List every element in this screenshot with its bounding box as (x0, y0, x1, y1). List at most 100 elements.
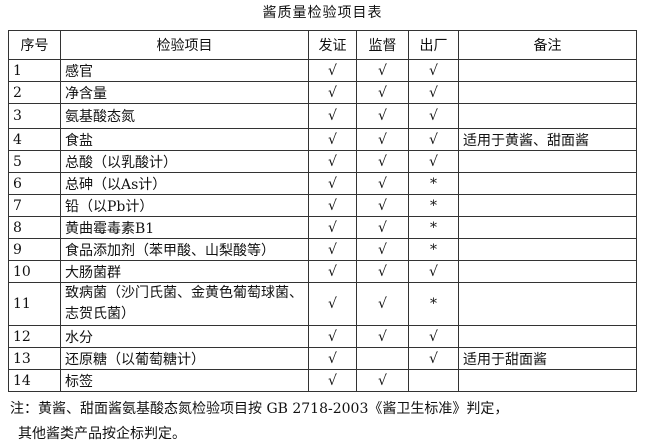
row-number: 13 (8, 347, 61, 370)
row-number: 12 (8, 325, 61, 348)
row-supervision: √ (356, 128, 409, 151)
footnote-line-1: 注：黄酱、甜面酱氨基酸态氮检验项目按 GB 2718-2003《酱卫生标准》判定… (10, 401, 509, 417)
row-number: 8 (8, 216, 61, 239)
table-row: 1 感官 √ √ √ (8, 59, 637, 82)
row-remarks (458, 282, 637, 326)
row-remarks (458, 150, 637, 173)
row-number: 6 (8, 172, 61, 195)
row-item: 标签 (60, 369, 309, 392)
row-factory: √ (408, 150, 459, 173)
table-header-row: 序号 检验项目 发证 监督 出厂 备注 (8, 30, 637, 60)
footnote-line-2: 其他酱类产品按企标判定。 (18, 426, 186, 442)
row-remarks (458, 369, 637, 392)
row-factory: √ (408, 260, 459, 283)
table-row: 13 还原糖（以葡萄糖计） √ √ 适用于甜面酱 (8, 347, 637, 370)
row-item: 食品添加剂（苯甲酸、山梨酸等） (60, 238, 309, 261)
table-row: 10 大肠菌群 √ √ √ (8, 260, 637, 283)
table-row: 2 净含量 √ √ √ (8, 81, 637, 104)
row-supervision: √ (356, 150, 409, 173)
row-factory: √ (408, 103, 459, 129)
table-row: 4 食盐 √ √ √ 适用于黄酱、甜面酱 (8, 128, 637, 151)
header-item: 检验项目 (60, 30, 309, 60)
row-supervision: √ (356, 325, 409, 348)
table-row: 6 总砷（以As计） √ √ * (8, 172, 637, 195)
row-remarks (458, 216, 637, 239)
header-no: 序号 (8, 30, 61, 60)
row-item: 致病菌（沙门氏菌、金黄色葡萄球菌、志贺氏菌） (60, 282, 309, 326)
row-item: 氨基酸态氮 (60, 103, 309, 129)
row-remarks (458, 103, 637, 129)
row-factory: √ (408, 347, 459, 370)
row-factory: √ (408, 325, 459, 348)
row-factory: * (408, 194, 459, 217)
row-item: 铅（以Pb计） (60, 194, 309, 217)
row-number: 9 (8, 238, 61, 261)
row-item: 食盐 (60, 128, 309, 151)
row-remarks (458, 59, 637, 82)
table-row: 11 致病菌（沙门氏菌、金黄色葡萄球菌、志贺氏菌） √ √ * (8, 282, 637, 326)
row-number: 3 (8, 103, 61, 129)
row-factory: * (408, 282, 459, 326)
row-number: 11 (8, 282, 61, 326)
row-certification: √ (308, 59, 357, 82)
row-remarks (458, 260, 637, 283)
header-certification: 发证 (308, 30, 357, 60)
row-certification: √ (308, 325, 357, 348)
row-remarks (458, 238, 637, 261)
row-supervision (356, 347, 409, 370)
table-row: 12 水分 √ √ √ (8, 325, 637, 348)
row-item: 黄曲霉毒素B1 (60, 216, 309, 239)
row-certification: √ (308, 150, 357, 173)
row-supervision: √ (356, 172, 409, 195)
row-certification: √ (308, 347, 357, 370)
row-certification: √ (308, 260, 357, 283)
row-number: 4 (8, 128, 61, 151)
row-supervision: √ (356, 282, 409, 326)
row-certification: √ (308, 81, 357, 104)
row-certification: √ (308, 216, 357, 239)
row-factory: * (408, 172, 459, 195)
row-supervision: √ (356, 216, 409, 239)
row-certification: √ (308, 103, 357, 129)
row-item: 总砷（以As计） (60, 172, 309, 195)
row-factory: √ (408, 128, 459, 151)
row-remarks (458, 172, 637, 195)
row-factory: * (408, 216, 459, 239)
table-row: 14 标签 √ √ (8, 369, 637, 392)
row-factory: * (408, 238, 459, 261)
row-number: 5 (8, 150, 61, 173)
row-supervision: √ (356, 81, 409, 104)
table-row: 5 总酸（以乳酸计） √ √ √ (8, 150, 637, 173)
row-number: 2 (8, 81, 61, 104)
header-factory: 出厂 (408, 30, 459, 60)
row-remarks (458, 325, 637, 348)
row-remarks (458, 194, 637, 217)
table-row: 7 铅（以Pb计） √ √ * (8, 194, 637, 217)
row-item: 总酸（以乳酸计） (60, 150, 309, 173)
row-remarks: 适用于黄酱、甜面酱 (458, 128, 637, 151)
row-supervision: √ (356, 103, 409, 129)
row-item: 水分 (60, 325, 309, 348)
row-certification: √ (308, 194, 357, 217)
row-number: 7 (8, 194, 61, 217)
row-number: 1 (8, 59, 61, 82)
row-supervision: √ (356, 260, 409, 283)
row-item: 还原糖（以葡萄糖计） (60, 347, 309, 370)
row-number: 10 (8, 260, 61, 283)
row-certification: √ (308, 172, 357, 195)
row-number: 14 (8, 369, 61, 392)
row-certification: √ (308, 369, 357, 392)
inspection-table: 序号 检验项目 发证 监督 出厂 备注 1 感官 √ √ √ 2 净含量 √ √ √ 3 氨基酸态氮 √… (8, 30, 637, 392)
row-item: 净含量 (60, 81, 309, 104)
row-supervision: √ (356, 238, 409, 261)
row-supervision: √ (356, 369, 409, 392)
row-remarks (458, 81, 637, 104)
row-item: 感官 (60, 59, 309, 82)
row-certification: √ (308, 282, 357, 326)
row-factory: √ (408, 81, 459, 104)
row-factory: √ (408, 59, 459, 82)
table-row: 9 食品添加剂（苯甲酸、山梨酸等） √ √ * (8, 238, 637, 261)
table-row: 3 氨基酸态氮 √ √ √ (8, 103, 637, 129)
row-supervision: √ (356, 194, 409, 217)
header-remarks: 备注 (458, 30, 637, 60)
